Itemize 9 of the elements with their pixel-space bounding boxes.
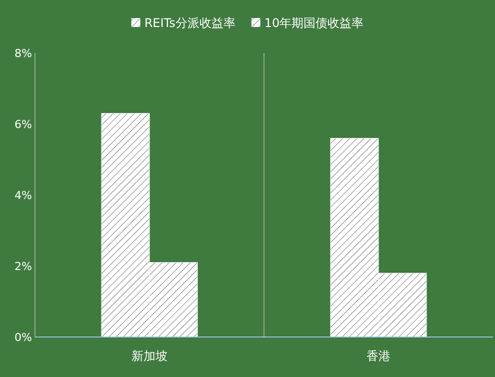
x-tick-label: 香港	[366, 349, 390, 363]
y-tick-label: 4%	[14, 189, 32, 202]
x-tick-label: 新加坡	[132, 349, 168, 363]
y-tick-label: 6%	[14, 118, 32, 131]
y-tick-label: 8%	[14, 47, 32, 60]
y-tick-label: 2%	[14, 260, 32, 273]
y-tick-label: 0%	[14, 331, 32, 344]
legend-label: REITs分派收益率	[144, 16, 236, 30]
legend-label: 10年期国债收益率	[264, 16, 364, 30]
